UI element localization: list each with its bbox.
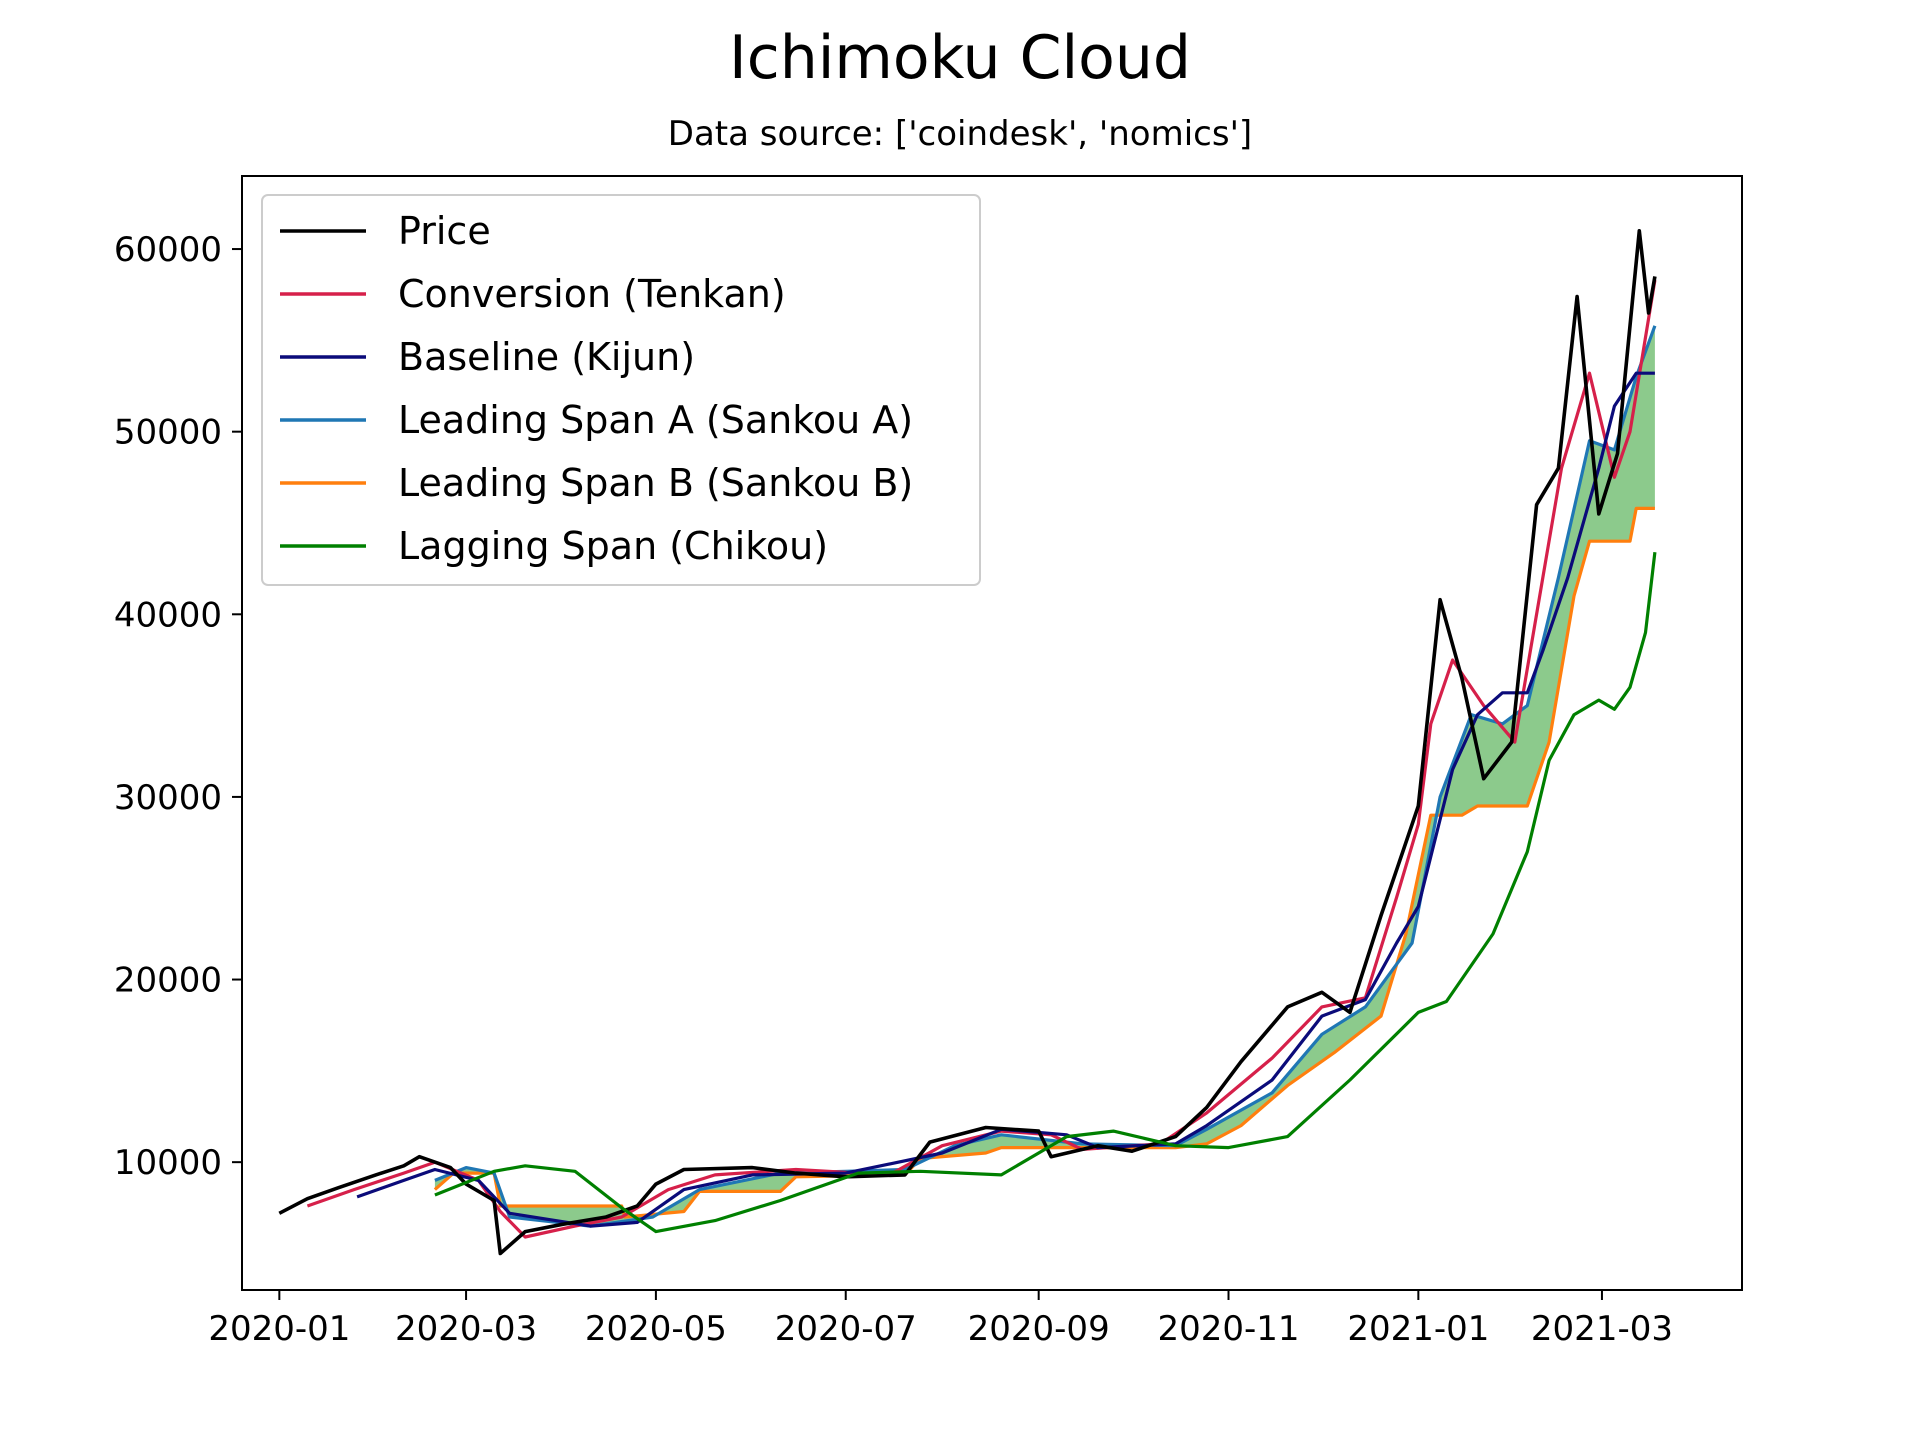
legend-entry: Conversion (Tenkan) bbox=[280, 272, 786, 316]
x-tick-label: 2021-01 bbox=[1347, 1309, 1489, 1349]
axes-frame bbox=[241, 175, 1743, 1291]
x-tick-label: 2020-05 bbox=[585, 1309, 727, 1349]
series-line-leading-span-b-sankou-b bbox=[433, 506, 1655, 1219]
series-line-price bbox=[278, 229, 1657, 1256]
x-tick-label: 2020-01 bbox=[208, 1309, 350, 1349]
legend-label: Leading Span A (Sankou A) bbox=[398, 398, 913, 442]
legend-label: Price bbox=[398, 209, 491, 253]
x-tick-label: 2020-07 bbox=[775, 1309, 917, 1349]
y-tick-label: 10000 bbox=[114, 1143, 222, 1183]
chart-subtitle: Data source: ['coindesk', 'nomics'] bbox=[668, 114, 1252, 154]
legend-entry: Baseline (Kijun) bbox=[280, 335, 695, 379]
y-tick-label: 30000 bbox=[114, 778, 222, 818]
series-line-leading-span-a-sankou-a bbox=[434, 325, 1657, 1228]
axes: 2020-01 2020-03 2020-05 2020-07 2020-09 2020-… bbox=[114, 175, 1743, 1349]
chart-title: Ichimoku Cloud bbox=[729, 23, 1191, 93]
legend-entry: Lagging Span (Chikou) bbox=[280, 524, 828, 568]
legend-label: Leading Span B (Sankou B) bbox=[398, 461, 913, 505]
legend: Price Conversion (Tenkan) Baseline (Kijun)… bbox=[261, 194, 981, 586]
x-tick-label: 2020-09 bbox=[968, 1309, 1110, 1349]
x-tick-label: 2021-03 bbox=[1531, 1309, 1673, 1349]
y-tick-label: 40000 bbox=[114, 595, 222, 635]
y-tick-label: 60000 bbox=[114, 230, 222, 270]
legend-entry: Price bbox=[280, 209, 491, 253]
legend-entry: Leading Span B (Sankou B) bbox=[280, 461, 913, 505]
legend-box bbox=[261, 194, 981, 586]
legend-label: Lagging Span (Chikou) bbox=[398, 524, 828, 568]
x-tick-label: 2020-03 bbox=[395, 1309, 537, 1349]
x-tick-label: 2020-11 bbox=[1157, 1309, 1299, 1349]
legend-label: Conversion (Tenkan) bbox=[398, 272, 786, 316]
legend-label: Baseline (Kijun) bbox=[398, 335, 695, 379]
series-line-lagging-span-chikou bbox=[434, 552, 1657, 1234]
plot-area bbox=[278, 229, 1657, 1256]
y-tick-label: 50000 bbox=[114, 413, 222, 453]
legend-entry: Leading Span A (Sankou A) bbox=[280, 398, 913, 442]
y-tick-label: 20000 bbox=[114, 961, 222, 1001]
series-line-baseline-kijun bbox=[356, 371, 1655, 1228]
